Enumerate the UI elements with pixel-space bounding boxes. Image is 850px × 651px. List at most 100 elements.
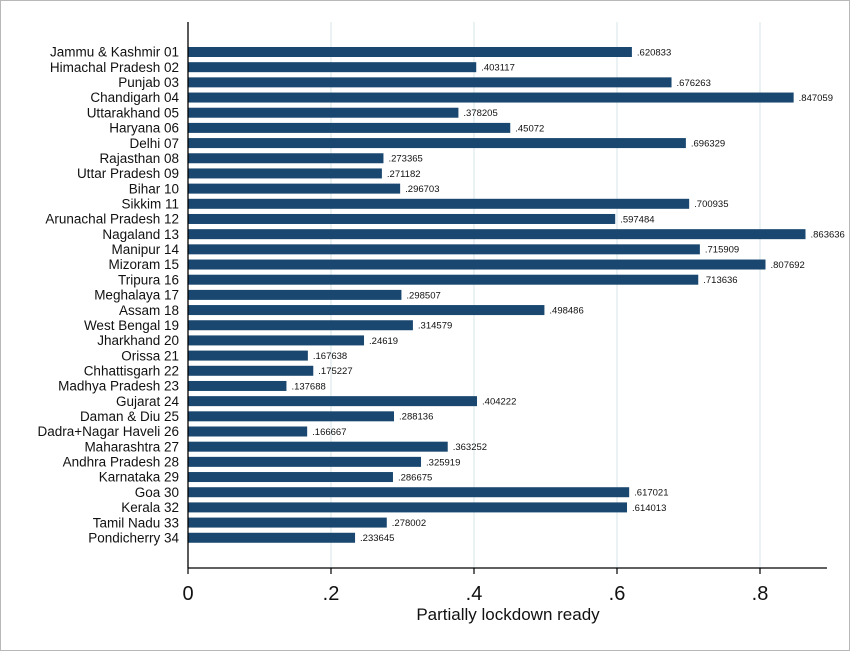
- category-label: Arunachal Pradesh 12: [45, 212, 179, 227]
- value-label: .298507: [406, 290, 440, 301]
- value-labels: .620833 .403117 .676263 .847059 .378205 .4507…: [291, 47, 844, 544]
- category-label: Tripura 16: [118, 272, 179, 287]
- category-label: Maharashtra 27: [84, 439, 179, 454]
- value-label: .404222: [482, 397, 516, 408]
- value-label: .403117: [481, 63, 515, 74]
- bar: [188, 62, 477, 73]
- category-label: Gujarat 24: [116, 394, 180, 409]
- value-label: .137688: [291, 381, 325, 392]
- category-label: Jammu & Kashmir 01: [50, 45, 179, 60]
- bar: [188, 213, 616, 224]
- category-label: West Bengal 19: [84, 318, 179, 333]
- value-label: .847059: [799, 93, 833, 104]
- bar: [188, 138, 686, 149]
- category-label: Uttar Pradesh 09: [77, 166, 179, 181]
- bar: [188, 532, 356, 543]
- category-label: Nagaland 13: [102, 227, 179, 242]
- bar: [188, 183, 401, 194]
- category-label: Chhattisgarh 22: [84, 363, 179, 378]
- bar: [188, 259, 766, 270]
- value-label: .288136: [399, 412, 433, 423]
- x-tick-label: .6: [609, 583, 626, 605]
- bar: [188, 92, 794, 103]
- bar: [188, 365, 314, 376]
- value-label: .273365: [388, 154, 422, 165]
- value-label: .175227: [318, 366, 352, 377]
- bar: [188, 198, 690, 209]
- bar: [188, 289, 402, 300]
- value-label: .620833: [637, 47, 671, 58]
- value-label: .863636: [810, 230, 844, 241]
- category-label: Pondicherry 34: [88, 530, 179, 545]
- x-tick-label: 0: [182, 583, 193, 605]
- bar: [188, 517, 387, 528]
- value-label: .233645: [360, 533, 394, 544]
- x-axis-title: Partially lockdown ready: [416, 605, 600, 624]
- category-label: Dadra+Nagar Haveli 26: [38, 424, 179, 439]
- value-label: .597484: [620, 214, 654, 225]
- bar: [188, 426, 308, 437]
- category-label: Uttarakhand 05: [87, 105, 179, 120]
- value-label: .363252: [453, 442, 487, 453]
- category-label: Andhra Pradesh 28: [63, 455, 179, 470]
- bar: [188, 320, 413, 331]
- value-label: .325919: [426, 457, 460, 468]
- value-label: .167638: [313, 351, 347, 362]
- category-label: Meghalaya 17: [94, 288, 179, 303]
- value-label: .614013: [632, 503, 666, 514]
- category-label: Orissa 21: [121, 348, 179, 363]
- category-label: Rajasthan 08: [99, 151, 179, 166]
- value-label: .45072: [515, 123, 544, 134]
- value-label: .296703: [405, 184, 439, 195]
- category-label: Punjab 03: [118, 75, 179, 90]
- category-label: Chandigarh 04: [90, 90, 179, 105]
- x-tick-label: .2: [323, 583, 340, 605]
- bar: [188, 472, 393, 483]
- value-label: .807692: [770, 260, 804, 271]
- value-label: .378205: [463, 108, 497, 119]
- value-label: .271182: [387, 169, 421, 180]
- value-label: .715909: [705, 245, 739, 256]
- category-label: Tamil Nadu 33: [93, 515, 179, 530]
- bar: [188, 153, 384, 164]
- bar: [188, 305, 545, 316]
- value-label: .314579: [418, 321, 452, 332]
- category-label: Mizoram 15: [108, 257, 179, 272]
- category-label: Goa 30: [135, 485, 179, 500]
- bar: [188, 244, 700, 255]
- category-label: Madhya Pradesh 23: [58, 379, 179, 394]
- value-label: .24619: [369, 336, 398, 347]
- value-label: .498486: [549, 305, 583, 316]
- category-label: Himachal Pradesh 02: [50, 60, 179, 75]
- bar: [188, 229, 806, 240]
- value-label: .696329: [691, 138, 725, 149]
- bar: [188, 456, 422, 467]
- category-label: Assam 18: [119, 303, 179, 318]
- bar: [188, 502, 628, 513]
- bar: [188, 350, 308, 361]
- value-label: .617021: [634, 488, 668, 499]
- category-label: Manipur 14: [111, 242, 179, 257]
- category-label: Haryana 06: [109, 121, 179, 136]
- value-label: .676263: [677, 78, 711, 89]
- category-label: Sikkim 11: [121, 197, 179, 212]
- bars-group: [188, 47, 806, 543]
- bar: [188, 47, 632, 57]
- bar: [188, 274, 699, 285]
- value-label: .166667: [312, 427, 346, 438]
- bar: [188, 487, 630, 498]
- bar: [188, 441, 448, 452]
- bar: [188, 107, 459, 118]
- bar: [188, 168, 382, 179]
- bar: [188, 380, 287, 391]
- category-label: Bihar 10: [129, 181, 179, 196]
- bar: [188, 77, 672, 88]
- category-label: Karnataka 29: [99, 470, 179, 485]
- bar: [188, 122, 511, 133]
- bar: [188, 411, 395, 422]
- bar: [188, 396, 478, 407]
- value-label: .278002: [392, 518, 426, 529]
- category-label: Delhi 07: [129, 136, 179, 151]
- value-label: .286675: [398, 472, 432, 483]
